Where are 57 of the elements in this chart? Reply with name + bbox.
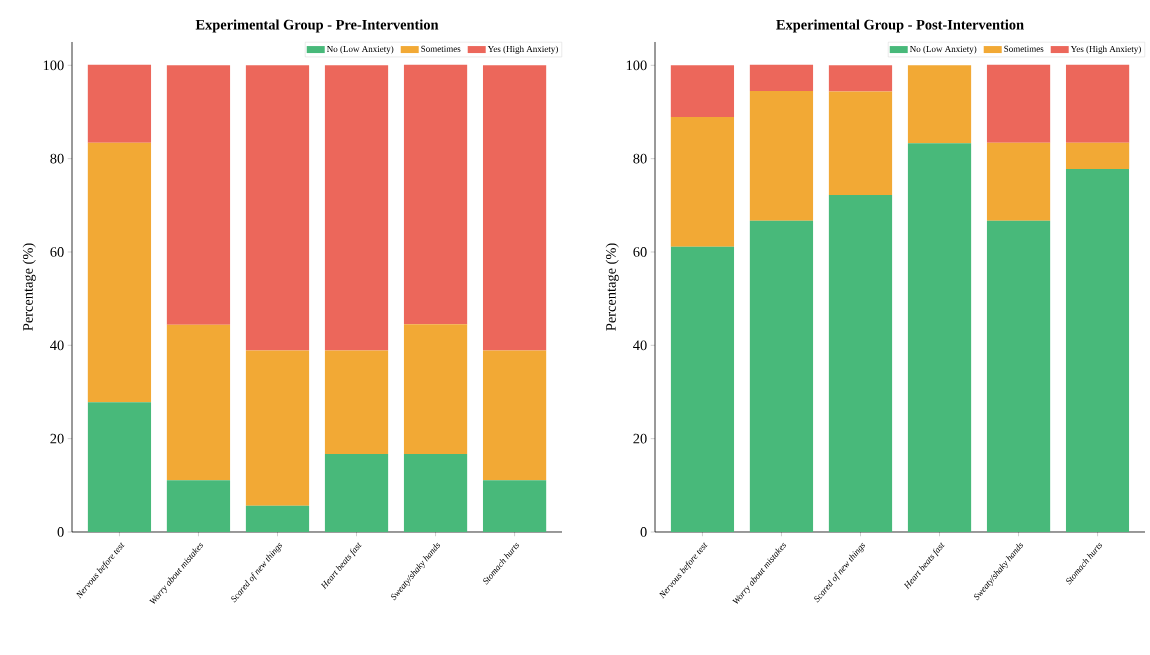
y-tick-label: 20 bbox=[633, 433, 647, 444]
bar bbox=[907, 65, 972, 144]
bar bbox=[670, 117, 735, 247]
bar bbox=[828, 91, 893, 196]
bar bbox=[828, 65, 893, 92]
y-tick-label: 100 bbox=[626, 60, 647, 71]
bar bbox=[87, 402, 152, 532]
bar bbox=[245, 505, 310, 532]
legend-label: Sometimes bbox=[1004, 45, 1044, 52]
bar bbox=[403, 64, 468, 325]
y-tick-label: 60 bbox=[50, 247, 64, 257]
bar bbox=[670, 246, 735, 532]
y-tick-label: 60 bbox=[633, 247, 647, 257]
legend-label: No (Low Anxiety) bbox=[910, 45, 977, 54]
chart-title: Experimental Group - Pre-Intervention bbox=[195, 19, 439, 33]
bar bbox=[324, 65, 389, 351]
y-tick-label: 20 bbox=[50, 433, 64, 444]
bar bbox=[324, 454, 389, 532]
bar bbox=[245, 65, 310, 351]
bar bbox=[986, 64, 1051, 143]
y-axis-title: Percentage (%) bbox=[605, 243, 619, 331]
y-tick-label: 40 bbox=[633, 340, 647, 351]
bar bbox=[907, 143, 972, 532]
bar bbox=[166, 65, 231, 325]
legend-label: Sometimes bbox=[421, 45, 461, 52]
bar bbox=[482, 480, 547, 532]
bar bbox=[986, 142, 1051, 221]
bar bbox=[1065, 168, 1130, 532]
bar bbox=[482, 65, 547, 351]
bar bbox=[87, 142, 152, 403]
y-tick-label: 0 bbox=[640, 527, 647, 537]
y-tick-label: 0 bbox=[57, 527, 64, 537]
chart-title: Experimental Group - Post-Intervention bbox=[776, 19, 1024, 33]
bar bbox=[1065, 64, 1130, 143]
bar bbox=[166, 324, 231, 481]
bar bbox=[403, 324, 468, 455]
bar bbox=[87, 64, 152, 143]
y-tick-label: 100 bbox=[43, 60, 64, 71]
bar bbox=[749, 90, 814, 221]
y-axis-title: Percentage (%) bbox=[22, 243, 36, 331]
bar bbox=[1065, 142, 1130, 169]
bar bbox=[670, 65, 735, 118]
bar bbox=[986, 220, 1051, 532]
bar bbox=[245, 350, 310, 506]
y-tick-label: 80 bbox=[50, 153, 64, 164]
y-tick-label: 80 bbox=[633, 153, 647, 164]
bar bbox=[482, 350, 547, 481]
bar bbox=[166, 480, 231, 532]
legend-label: No (Low Anxiety) bbox=[327, 45, 394, 54]
legend-label: Yes (High Anxiety) bbox=[1070, 45, 1141, 54]
bar bbox=[403, 454, 468, 532]
bar bbox=[324, 350, 389, 455]
bar bbox=[828, 195, 893, 532]
bar bbox=[749, 64, 814, 91]
bar bbox=[749, 220, 814, 532]
y-tick-label: 40 bbox=[50, 340, 64, 351]
legend-label: Yes (High Anxiety) bbox=[487, 45, 558, 54]
